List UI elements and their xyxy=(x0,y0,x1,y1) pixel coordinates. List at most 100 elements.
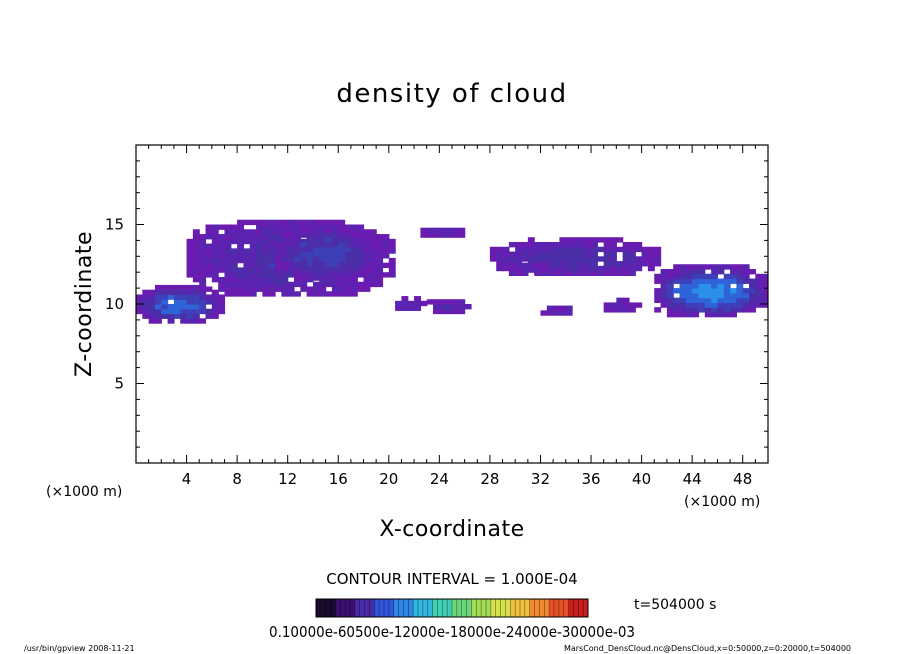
density-cell xyxy=(527,241,535,248)
density-cell xyxy=(287,265,295,272)
density-cell xyxy=(350,251,358,257)
density-cell xyxy=(306,275,314,281)
density-cell xyxy=(521,241,529,248)
density-cell xyxy=(749,283,756,289)
density-cell xyxy=(287,232,295,238)
density-cell xyxy=(306,261,314,267)
density-cell xyxy=(616,246,624,253)
density-cell xyxy=(154,318,162,324)
density-cell xyxy=(591,251,598,257)
density-cell xyxy=(350,232,358,238)
density-cell xyxy=(300,286,308,292)
density-cell xyxy=(717,311,725,318)
density-cell xyxy=(666,278,674,284)
density-cell xyxy=(711,278,719,284)
density-cell xyxy=(186,304,194,310)
density-cell xyxy=(294,246,301,253)
density-cell xyxy=(521,246,529,253)
density-cell xyxy=(458,308,466,315)
density-cell xyxy=(730,278,737,284)
density-cell xyxy=(679,311,687,318)
density-cell xyxy=(704,283,712,289)
density-cell xyxy=(180,313,188,319)
density-cell xyxy=(224,272,232,278)
density-cell xyxy=(628,261,636,267)
density-cell xyxy=(218,286,226,292)
density-cell xyxy=(237,267,245,273)
density-cell xyxy=(319,246,327,253)
density-cell xyxy=(350,229,358,235)
density-cell xyxy=(565,305,573,311)
density-cell xyxy=(256,219,263,226)
density-cell xyxy=(180,318,188,324)
density-cell xyxy=(319,291,327,297)
density-cell xyxy=(388,262,396,269)
density-cell xyxy=(338,275,346,281)
density-cell xyxy=(742,264,750,270)
density-cell xyxy=(553,270,561,276)
density-cell xyxy=(199,272,207,278)
x-tick-label: 40 xyxy=(632,470,651,488)
density-cell xyxy=(338,265,346,272)
x-tick-label: 44 xyxy=(683,470,702,488)
density-cell xyxy=(502,265,510,272)
density-cell xyxy=(572,251,579,257)
density-cell xyxy=(641,246,649,253)
density-cell xyxy=(426,232,434,238)
density-cell xyxy=(363,246,371,253)
density-cell xyxy=(205,286,213,292)
density-cell xyxy=(616,302,624,308)
density-cell xyxy=(521,267,529,273)
density-cell xyxy=(761,302,768,308)
density-cell xyxy=(458,227,466,234)
density-cell xyxy=(287,272,295,278)
density-cell xyxy=(635,246,643,253)
density-cell xyxy=(268,219,276,226)
density-cell xyxy=(673,311,681,318)
density-cell xyxy=(243,276,251,283)
density-cell xyxy=(256,234,263,240)
density-cell xyxy=(262,281,270,288)
density-cell xyxy=(679,302,687,308)
density-cell xyxy=(704,278,712,284)
density-cell xyxy=(325,237,333,243)
density-cell xyxy=(312,246,320,253)
density-cell xyxy=(268,238,276,245)
colorbar xyxy=(316,599,589,617)
density-cell xyxy=(369,241,377,248)
density-cell xyxy=(717,288,725,294)
density-cell xyxy=(395,305,403,311)
density-cell xyxy=(698,269,706,275)
x-axis: 4 8 12 16 20 24 28 32 36 40 44 48 xyxy=(148,145,756,488)
density-cell xyxy=(610,261,617,267)
density-cell xyxy=(679,288,687,294)
density-cell xyxy=(685,292,693,299)
density-cell xyxy=(521,256,529,262)
density-cell xyxy=(717,269,725,275)
density-cell xyxy=(527,267,535,273)
density-cell xyxy=(243,238,251,245)
colorbar-frame xyxy=(315,598,589,618)
density-cell xyxy=(363,286,371,292)
density-cell xyxy=(205,234,213,240)
density-cell xyxy=(180,284,188,291)
density-cell xyxy=(167,284,175,291)
density-cell xyxy=(401,300,409,307)
contour-interval-label: CONTOUR INTERVAL = 1.000E-04 xyxy=(326,570,577,588)
density-cell xyxy=(388,272,396,278)
density-cell xyxy=(540,241,548,248)
density-cell xyxy=(742,302,750,308)
density-cell xyxy=(654,278,662,284)
density-cell xyxy=(749,307,756,313)
density-cell xyxy=(685,278,693,284)
density-cell xyxy=(584,270,592,276)
density-cell xyxy=(591,241,598,248)
density-cell xyxy=(319,261,327,267)
density-cell xyxy=(635,265,643,272)
x-tick-label: 4 xyxy=(182,470,192,488)
density-cell xyxy=(350,265,358,272)
density-cell xyxy=(540,310,548,316)
density-cell xyxy=(736,269,744,275)
density-cell xyxy=(761,278,768,284)
density-cell xyxy=(224,224,232,230)
